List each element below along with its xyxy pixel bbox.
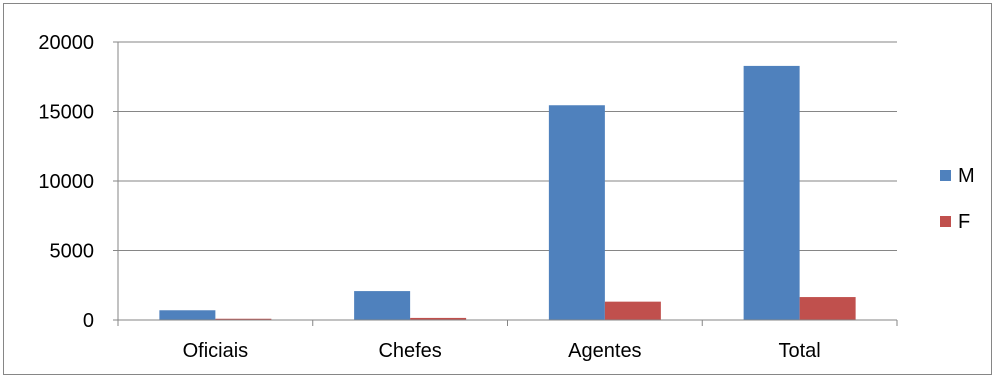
bar-f-oficiais xyxy=(215,318,272,320)
legend-swatch-f xyxy=(940,216,951,227)
legend-label-m: M xyxy=(958,165,975,187)
x-tick-label: Agentes xyxy=(568,340,641,362)
bar-f-agentes xyxy=(604,301,661,320)
bar-m-chefes xyxy=(354,291,411,320)
legend-label-f: F xyxy=(958,211,970,233)
y-tick-labels: 0 5000 10000 15000 20000 xyxy=(38,32,94,332)
bar-f-chefes xyxy=(410,317,467,320)
bar-m-oficiais xyxy=(159,310,216,320)
y-tick-label: 15000 xyxy=(38,102,94,124)
x-tick-label: Oficiais xyxy=(183,340,249,362)
x-tick-label: Total xyxy=(779,340,821,362)
y-tick-label: 0 xyxy=(83,310,94,332)
bar-m-agentes xyxy=(548,105,605,321)
legend-swatch-m xyxy=(940,170,951,181)
x-tick-labels: Oficiais Chefes Agentes Total xyxy=(183,340,821,362)
bars xyxy=(159,65,856,321)
bar-f-total xyxy=(799,297,856,320)
y-tick-label: 5000 xyxy=(50,241,95,263)
bar-m-total xyxy=(743,65,800,321)
y-tick-label: 10000 xyxy=(38,171,94,193)
y-tick-label: 20000 xyxy=(38,32,94,54)
x-tick-label: Chefes xyxy=(378,340,441,362)
legend: MF xyxy=(940,165,975,233)
axes xyxy=(113,41,898,326)
